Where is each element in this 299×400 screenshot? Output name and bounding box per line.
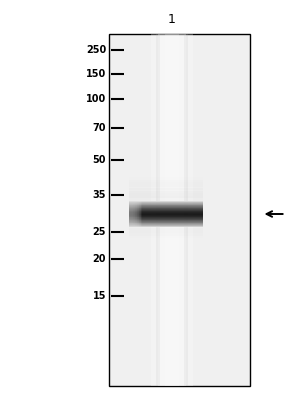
Bar (129, 201, 138, 227)
Bar (129, 201, 133, 227)
Bar (129, 190, 203, 196)
Bar (184, 34, 187, 386)
Bar (129, 226, 203, 227)
Bar (129, 208, 203, 209)
Bar (129, 201, 135, 227)
Bar (129, 201, 136, 227)
Bar (129, 207, 203, 208)
Bar (129, 215, 203, 216)
Bar (129, 196, 203, 201)
Bar (129, 201, 139, 227)
Bar (129, 201, 137, 227)
Bar (129, 214, 203, 215)
Bar (129, 225, 203, 230)
Bar (129, 201, 134, 227)
Bar (129, 217, 203, 218)
Bar (129, 233, 203, 238)
Text: 100: 100 (86, 94, 106, 104)
Bar (129, 201, 132, 227)
Bar (129, 201, 142, 227)
Bar (129, 201, 135, 227)
Bar (129, 222, 203, 223)
Bar (129, 230, 203, 236)
Bar (129, 225, 203, 226)
Bar (129, 201, 141, 227)
Text: 35: 35 (93, 190, 106, 200)
Bar (129, 193, 203, 198)
Bar (129, 201, 131, 227)
Bar (129, 224, 203, 225)
Bar (151, 34, 193, 386)
Bar (156, 34, 160, 386)
Bar (129, 201, 137, 227)
Text: 15: 15 (93, 291, 106, 301)
Bar (129, 223, 203, 224)
Bar (129, 221, 203, 222)
Bar (129, 180, 203, 185)
Text: 70: 70 (93, 123, 106, 133)
Bar (129, 201, 203, 202)
Bar (129, 214, 203, 219)
Bar (129, 219, 203, 220)
Bar (129, 206, 203, 207)
Text: 20: 20 (93, 254, 106, 264)
Bar (129, 188, 203, 193)
Bar (129, 220, 203, 225)
Bar (129, 212, 203, 213)
Bar (129, 228, 203, 233)
Bar (129, 205, 203, 206)
Bar (129, 201, 130, 227)
Bar (129, 202, 203, 203)
Bar (129, 216, 203, 217)
Bar (129, 185, 203, 190)
Bar (129, 177, 203, 182)
Bar (109, 34, 250, 386)
Bar (129, 201, 131, 227)
Text: 25: 25 (93, 227, 106, 237)
Bar (129, 210, 203, 211)
Text: 150: 150 (86, 69, 106, 79)
Text: 250: 250 (86, 45, 106, 55)
Bar (129, 204, 203, 205)
Text: 50: 50 (93, 155, 106, 165)
Bar (129, 211, 203, 212)
Bar (129, 182, 203, 188)
Bar (158, 34, 186, 386)
Bar (129, 203, 203, 204)
Bar (129, 209, 203, 210)
Bar (165, 34, 179, 386)
Bar (129, 201, 139, 227)
Bar (129, 220, 203, 221)
Text: 1: 1 (168, 13, 176, 26)
Bar (129, 217, 203, 222)
Bar (129, 201, 140, 227)
Bar (129, 201, 141, 227)
Bar (129, 213, 203, 214)
Bar (129, 222, 203, 227)
Bar (129, 218, 203, 219)
Bar (129, 201, 132, 227)
